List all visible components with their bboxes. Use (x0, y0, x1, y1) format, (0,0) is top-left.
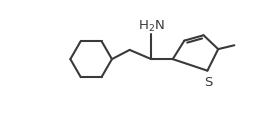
Text: $\mathregular{H_2N}$: $\mathregular{H_2N}$ (138, 19, 165, 34)
Text: S: S (204, 76, 212, 89)
